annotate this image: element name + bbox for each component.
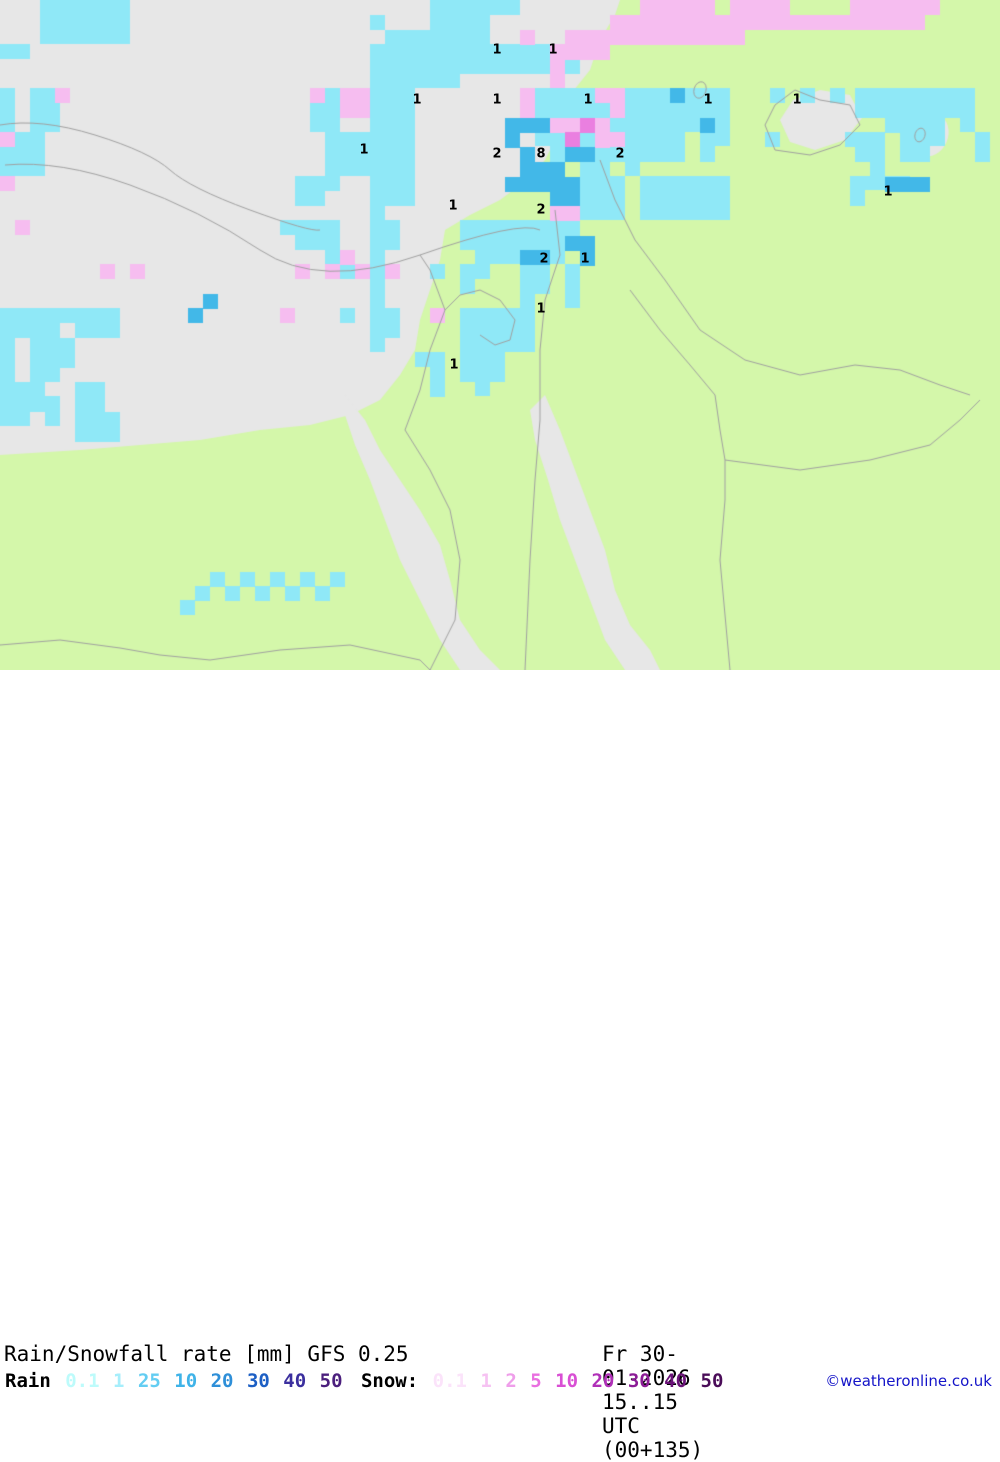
snowSwatches-value-2: 2 (504, 1370, 517, 1392)
map-date-text: Fr 30-01-2026 15..15 UTC (00+135) (602, 1342, 703, 1462)
snow-legend-label: Snow: (360, 1370, 419, 1392)
rainSwatches-value-0.1: 0.1 (64, 1370, 100, 1392)
footer-panel: Rain/Snowfall rate [mm] GFS 0.25 Fr 30-0… (0, 670, 1000, 733)
snowSwatches-value-10: 10 (554, 1370, 579, 1392)
map-title: Rain/Snowfall rate [mm] GFS 0.25 Fr 30-0… (4, 1342, 409, 1366)
snowSwatches-value-1: 1 (479, 1370, 492, 1392)
snowSwatches-value-20: 20 (590, 1370, 615, 1392)
website-credit: ©weatheronline.co.uk (825, 1372, 992, 1390)
rainSwatches-value-20: 20 (210, 1370, 235, 1392)
map-title-text: Rain/Snowfall rate [mm] GFS 0.25 (4, 1342, 409, 1366)
rainSwatches-value-10: 10 (173, 1370, 198, 1392)
rainSwatches-value-50: 50 (319, 1370, 344, 1392)
snowSwatches-value-0.1: 0.1 (432, 1370, 468, 1392)
rain-legend-swatches: 0.1 1 25 10 20 30 40 50 (63, 1370, 356, 1392)
rainSwatches-value-40: 40 (282, 1370, 307, 1392)
map-canvas (0, 0, 1000, 670)
rainSwatches-value-30: 30 (246, 1370, 271, 1392)
rainSwatches-value-25: 25 (137, 1370, 162, 1392)
snowSwatches-value-5: 5 (529, 1370, 542, 1392)
snowSwatches-value-30: 30 (627, 1370, 652, 1392)
snowSwatches-value-50: 50 (700, 1370, 725, 1392)
snowSwatches-value-40: 40 (663, 1370, 688, 1392)
legend-row: Rain 0.1 1 25 10 20 30 40 50 Snow: 0.1 1… (4, 1370, 725, 1392)
snow-legend-swatches: 0.1 1 2 5 10 20 30 40 50 (431, 1370, 726, 1392)
rain-legend-label: Rain (4, 1370, 52, 1392)
rainSwatches-value-1: 1 (112, 1370, 125, 1392)
